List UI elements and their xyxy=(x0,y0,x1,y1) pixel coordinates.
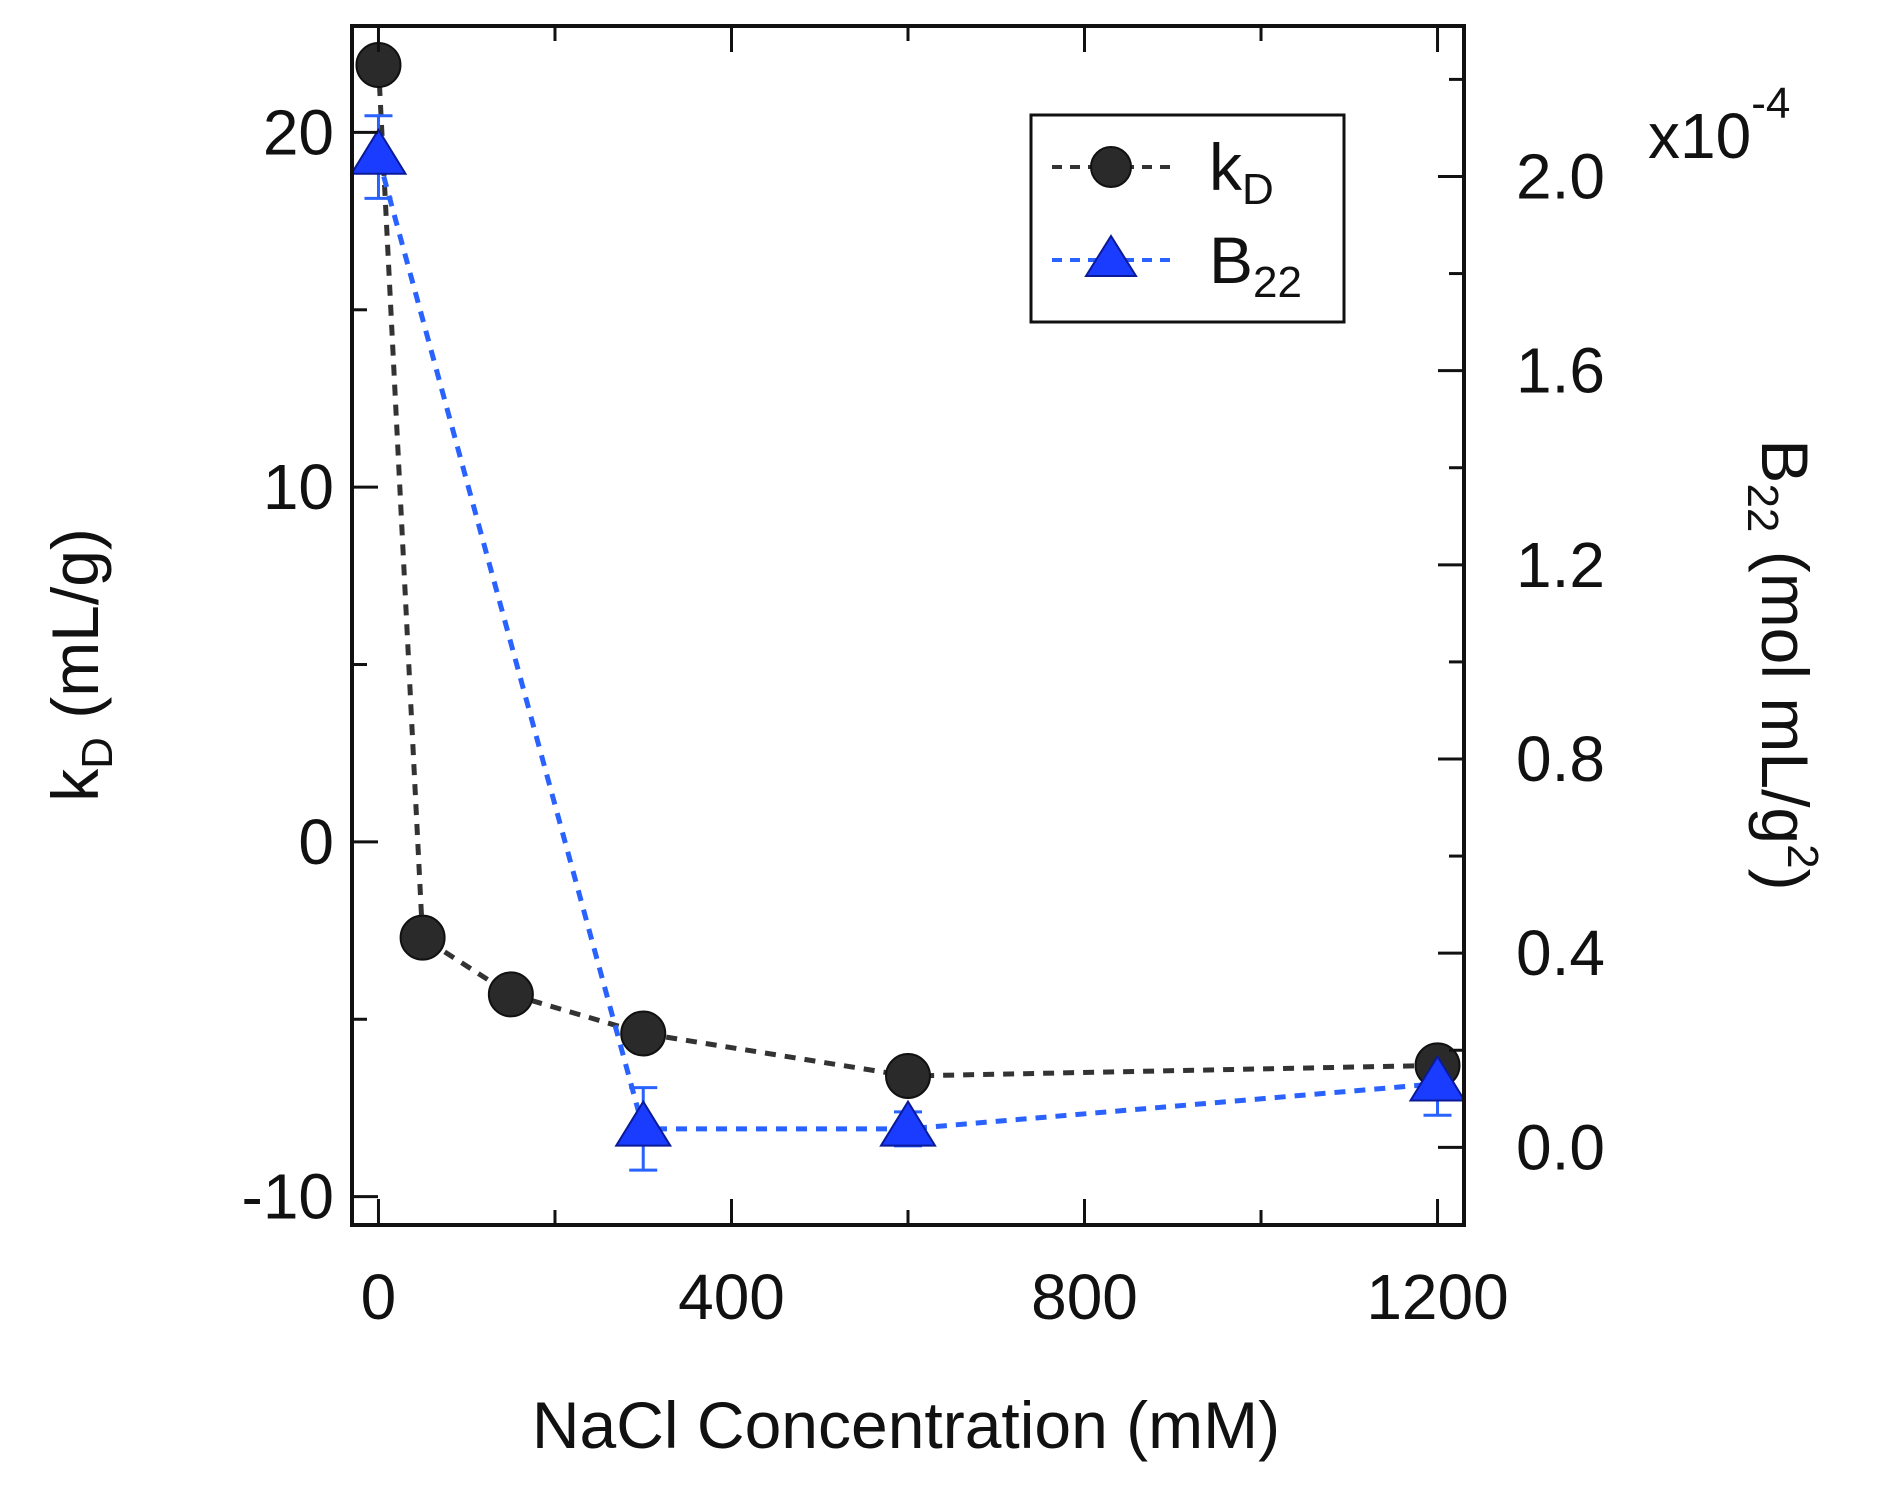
x-tick-label: 400 xyxy=(678,1261,785,1333)
axes: 0 400 800 1200 -10 0 10 20 0.0 0.4 0.8 1.2 1.6 2.0 xyxy=(242,24,1605,1333)
x-tick-label: 800 xyxy=(1031,1261,1138,1333)
x-tick-label: 1200 xyxy=(1366,1261,1508,1333)
data-point-kD xyxy=(885,1053,931,1100)
data-point-B22 xyxy=(349,127,408,175)
data-point-kD xyxy=(620,1010,667,1057)
legend-b22-marker xyxy=(1084,234,1138,277)
right-axis-multiplier: x10-4 xyxy=(1648,79,1790,172)
data-point-kD xyxy=(487,971,534,1018)
left-tick-label: 10 xyxy=(263,451,334,523)
data-point-kD xyxy=(399,914,446,961)
x-axis-title: NaCl Concentration (mM) xyxy=(532,1388,1280,1462)
data-point-B22 xyxy=(1408,1054,1467,1102)
right-tick-label: 0.8 xyxy=(1516,723,1605,795)
data-point-B22 xyxy=(879,1099,937,1147)
right-tick-label: 1.2 xyxy=(1516,529,1605,601)
series-line-B22 xyxy=(376,156,1438,1132)
legend: kD B22 xyxy=(1029,113,1346,324)
right-axis-title: B22 (mol mL/g2) xyxy=(1738,439,1827,890)
right-tick-label: 1.6 xyxy=(1516,335,1605,407)
legend-box xyxy=(1029,113,1346,324)
legend-kd-marker xyxy=(1090,146,1132,188)
x-tick-label: 0 xyxy=(361,1261,397,1333)
series-markers xyxy=(349,42,1467,1147)
data-point-B22 xyxy=(614,1099,673,1147)
series-lines xyxy=(375,64,1438,1132)
legend-kd-label: kD xyxy=(1209,130,1274,214)
series-line-kD xyxy=(375,64,1438,1079)
legend-b22-label: B22 xyxy=(1209,223,1302,307)
right-tick-label: 2.0 xyxy=(1516,140,1605,212)
left-axis-title: kD (mL/g) xyxy=(38,528,122,802)
left-tick-label: 20 xyxy=(263,96,334,168)
left-tick-label: 0 xyxy=(298,806,334,878)
right-tick-label: 0.4 xyxy=(1516,917,1605,989)
left-tick-label: -10 xyxy=(242,1161,335,1233)
right-tick-label: 0.0 xyxy=(1516,1111,1605,1183)
